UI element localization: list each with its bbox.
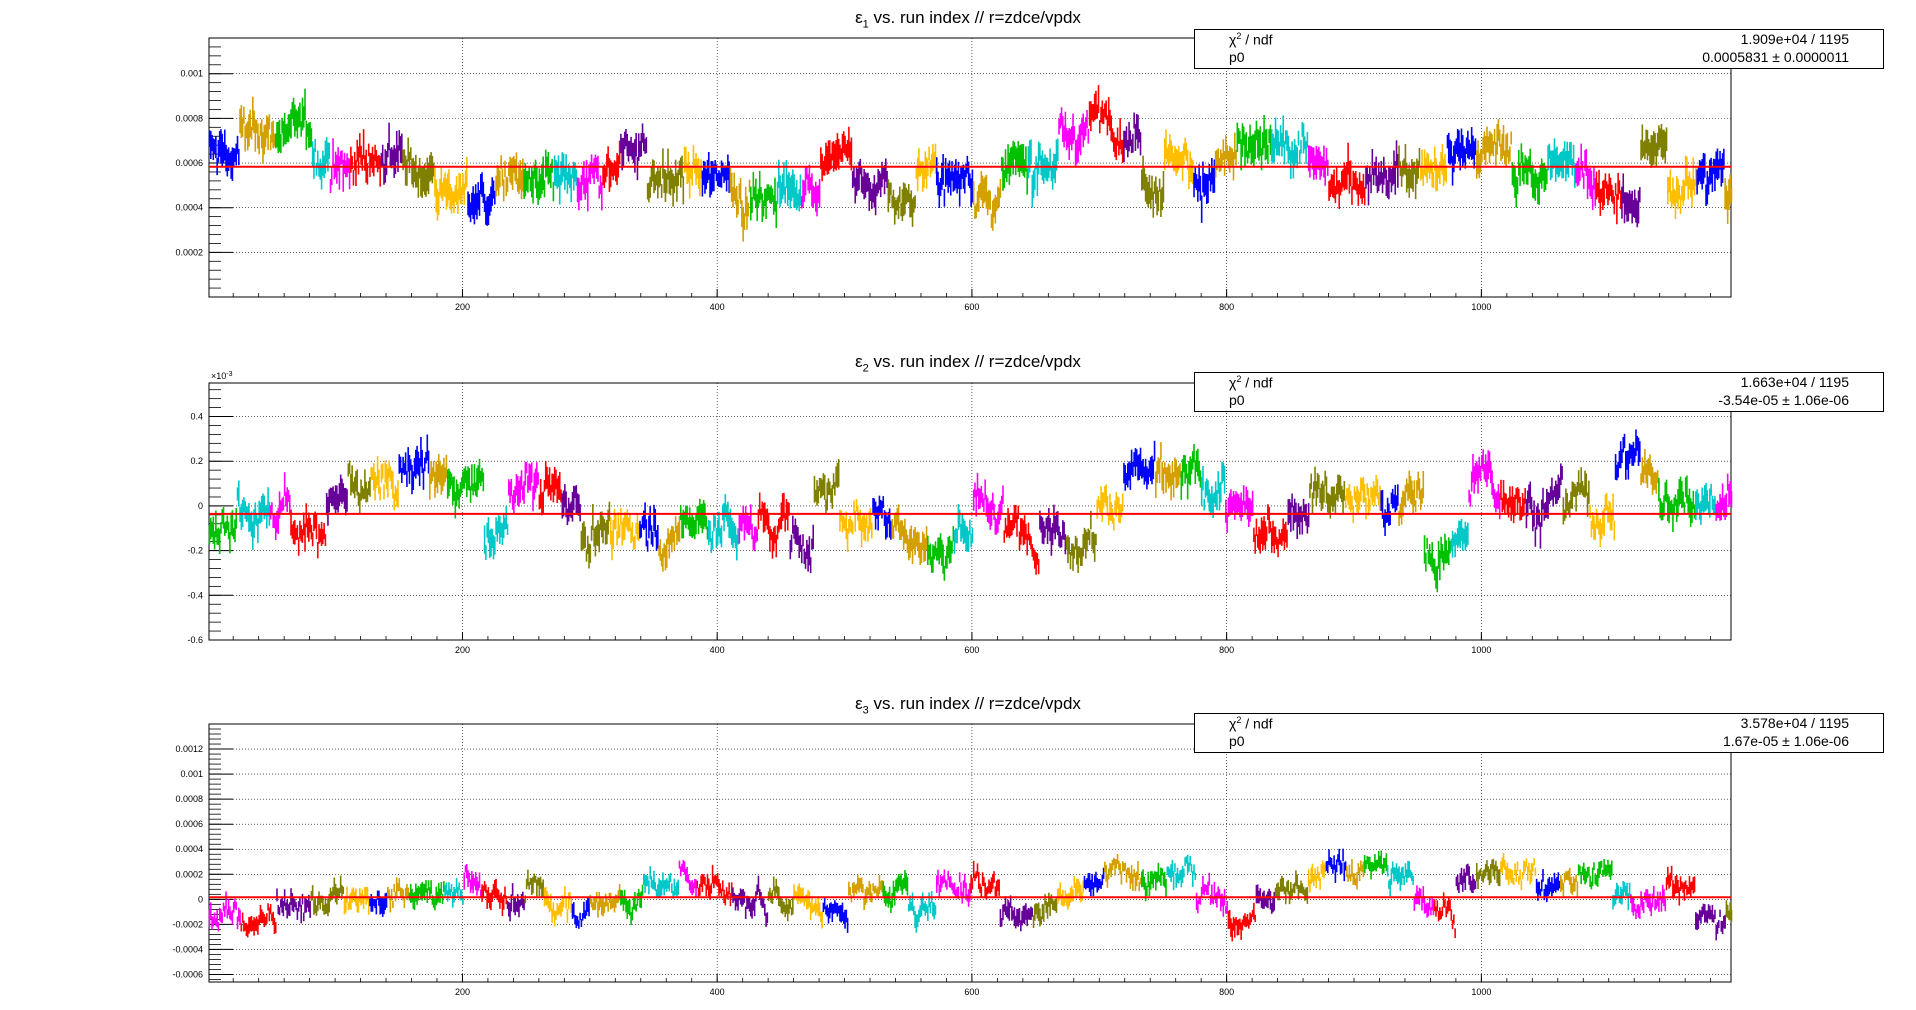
panel3-p0-value: 1.67e-05 ± 1.06e-06 bbox=[1723, 733, 1849, 749]
panel3-chi2-value: 3.578e+04 / 1195 bbox=[1740, 715, 1849, 731]
y-tick-label: 0.0002 bbox=[175, 869, 203, 879]
plot-frame bbox=[208, 723, 1732, 983]
data-points bbox=[208, 429, 1733, 593]
x-tick-label: 600 bbox=[964, 645, 979, 655]
y-tick-label: 0.0004 bbox=[175, 203, 203, 213]
x-tick-label: 1000 bbox=[1471, 987, 1491, 997]
x-tick-label: 600 bbox=[964, 987, 979, 997]
x-tick-label: 400 bbox=[710, 302, 725, 312]
panel2-p0-value: -3.54e-05 ± 1.06e-06 bbox=[1718, 392, 1849, 408]
x-tick-label: 400 bbox=[710, 645, 725, 655]
x-tick-label: 200 bbox=[455, 302, 470, 312]
y-tick-label: 0.0004 bbox=[175, 844, 203, 854]
y-tick-label: 0.0008 bbox=[175, 113, 203, 123]
y-exponent-label: ×10-3 bbox=[211, 371, 233, 381]
y-tick-label: -0.4 bbox=[187, 590, 203, 600]
x-tick-label: 800 bbox=[1219, 987, 1234, 997]
y-tick-label: 0.001 bbox=[180, 69, 203, 79]
y-tick-label: 0.2 bbox=[190, 456, 203, 466]
y-tick-label: 0.0006 bbox=[175, 819, 203, 829]
x-tick-label: 400 bbox=[710, 987, 725, 997]
panel2-fit-stats: χ2 / ndf 1.663e+04 / 1195 p0 -3.54e-05 ± 1… bbox=[1194, 372, 1884, 412]
y-tick-label: 0.0008 bbox=[175, 794, 203, 804]
x-tick-label: 200 bbox=[455, 987, 470, 997]
y-tick-label: 0 bbox=[198, 894, 203, 904]
panel1-chi2-value: 1.909e+04 / 1195 bbox=[1740, 31, 1849, 47]
panel3-title: ε3 vs. run index // r=zdce/vpdx bbox=[855, 694, 1081, 717]
panel2-title: ε2 vs. run index // r=zdce/vpdx bbox=[855, 352, 1081, 375]
panel1-title: ε1 vs. run index // r=zdce/vpdx bbox=[855, 8, 1081, 31]
x-tick-label: 800 bbox=[1219, 645, 1234, 655]
panel-2: -0.6 -0.4 -0.2 0 0.2 0.4 200 400 600 800 1000 ×10-3 bbox=[187, 371, 1733, 655]
y-tick-label: -0.2 bbox=[187, 546, 203, 556]
panel-1: 0.0002 0.0004 0.0006 0.0008 0.001 200 400 600 80… bbox=[175, 37, 1733, 312]
panel2-chi2-value: 1.663e+04 / 1195 bbox=[1740, 374, 1849, 390]
y-tick-label: 0.4 bbox=[190, 412, 203, 422]
panel1-p0-value: 0.0005831 ± 0.0000011 bbox=[1702, 49, 1849, 65]
panel-3: -0.0006 -0.0004 -0.0002 0 0.0002 0.0004 0.0006… bbox=[172, 723, 1733, 997]
y-tick-label: 0 bbox=[198, 501, 203, 511]
y-tick-label: -0.6 bbox=[187, 635, 203, 645]
panel3-fit-stats: χ2 / ndf 3.578e+04 / 1195 p0 1.67e-05 ± 1.… bbox=[1194, 713, 1884, 753]
y-tick-label: 0.0002 bbox=[175, 247, 203, 257]
x-tick-label: 600 bbox=[964, 302, 979, 312]
y-tick-label: -0.0002 bbox=[172, 919, 203, 929]
y-tick-label: -0.0006 bbox=[172, 969, 203, 979]
x-tick-label: 1000 bbox=[1471, 302, 1491, 312]
panel1-fit-stats: χ2 / ndf 1.909e+04 / 1195 p0 0.0005831 ± 0… bbox=[1194, 29, 1884, 69]
x-tick-label: 200 bbox=[455, 645, 470, 655]
y-tick-label: 0.0012 bbox=[175, 744, 203, 754]
x-tick-label: 800 bbox=[1219, 302, 1234, 312]
y-tick-label: 0.0006 bbox=[175, 158, 203, 168]
y-tick-label: -0.0004 bbox=[172, 944, 203, 954]
y-tick-label: 0.001 bbox=[180, 769, 203, 779]
x-tick-label: 1000 bbox=[1471, 645, 1491, 655]
